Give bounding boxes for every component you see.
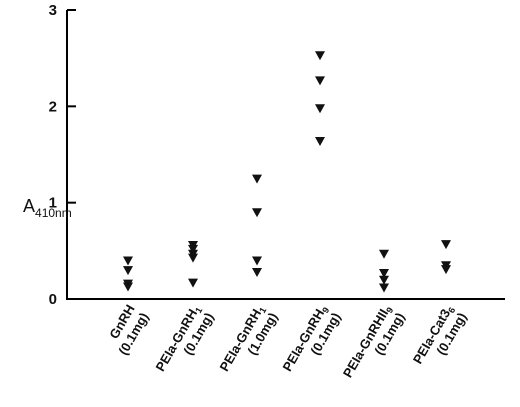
data-point-2-2 (252, 256, 262, 266)
y-tick-label-3: 3 (49, 2, 57, 19)
category-name-subscript-2: 1 (257, 306, 268, 315)
data-point-1-3 (188, 253, 198, 263)
category-name-subscript-5: 6 (446, 306, 457, 315)
category-label-4: PEIa-GnRHII9(0.1mg) (340, 306, 408, 381)
data-point-2-1 (252, 208, 262, 218)
category-name-subscript-1: 1 (193, 306, 204, 315)
category-label-1: PEIa-GnRH1(0.1mg) (152, 306, 216, 374)
data-point-5-0 (441, 240, 451, 250)
data-points (123, 51, 451, 293)
y-tick-label-1: 1 (49, 195, 57, 212)
data-point-3-2 (315, 104, 325, 114)
category-name-subscript-3: 9 (320, 306, 331, 315)
data-point-3-1 (315, 76, 325, 86)
data-point-0-3 (123, 282, 133, 292)
y-tick-label-0: 0 (49, 291, 57, 308)
category-label-2: PEIa-GnRH1(1.0mg) (216, 306, 280, 374)
data-point-4-2 (379, 275, 389, 285)
category-labels: GnRH(0.1mg) PEIa-GnRH1(0.1mg) PEIa-GnRH1(1… (106, 302, 470, 381)
data-point-0-1 (123, 266, 133, 276)
y-axis-label: A410nm (23, 196, 72, 220)
category-label-5: PEIa-Cat36(0.1mg) (410, 306, 470, 367)
data-point-4-3 (379, 283, 389, 293)
y-ticks: 0 1 2 3 (49, 2, 76, 308)
category-name-subscript-4: 9 (384, 306, 395, 315)
data-point-3-0 (315, 51, 325, 61)
category-label-0: GnRH(0.1mg) (106, 302, 151, 358)
y-axis-label-sub: 410nm (35, 206, 72, 220)
data-point-2-0 (252, 174, 262, 184)
data-point-5-2 (441, 265, 451, 275)
data-point-3-3 (315, 137, 325, 147)
data-point-1-4 (188, 278, 198, 288)
data-point-1-1 (188, 244, 198, 254)
data-point-4-1 (379, 268, 389, 278)
y-tick-label-2: 2 (49, 98, 57, 115)
y-axis-label-main: A (23, 196, 35, 216)
data-point-4-0 (379, 249, 389, 259)
data-point-0-0 (123, 256, 133, 266)
data-point-2-3 (252, 268, 262, 278)
category-label-3: PEIa-GnRH9(0.1mg) (279, 306, 343, 374)
